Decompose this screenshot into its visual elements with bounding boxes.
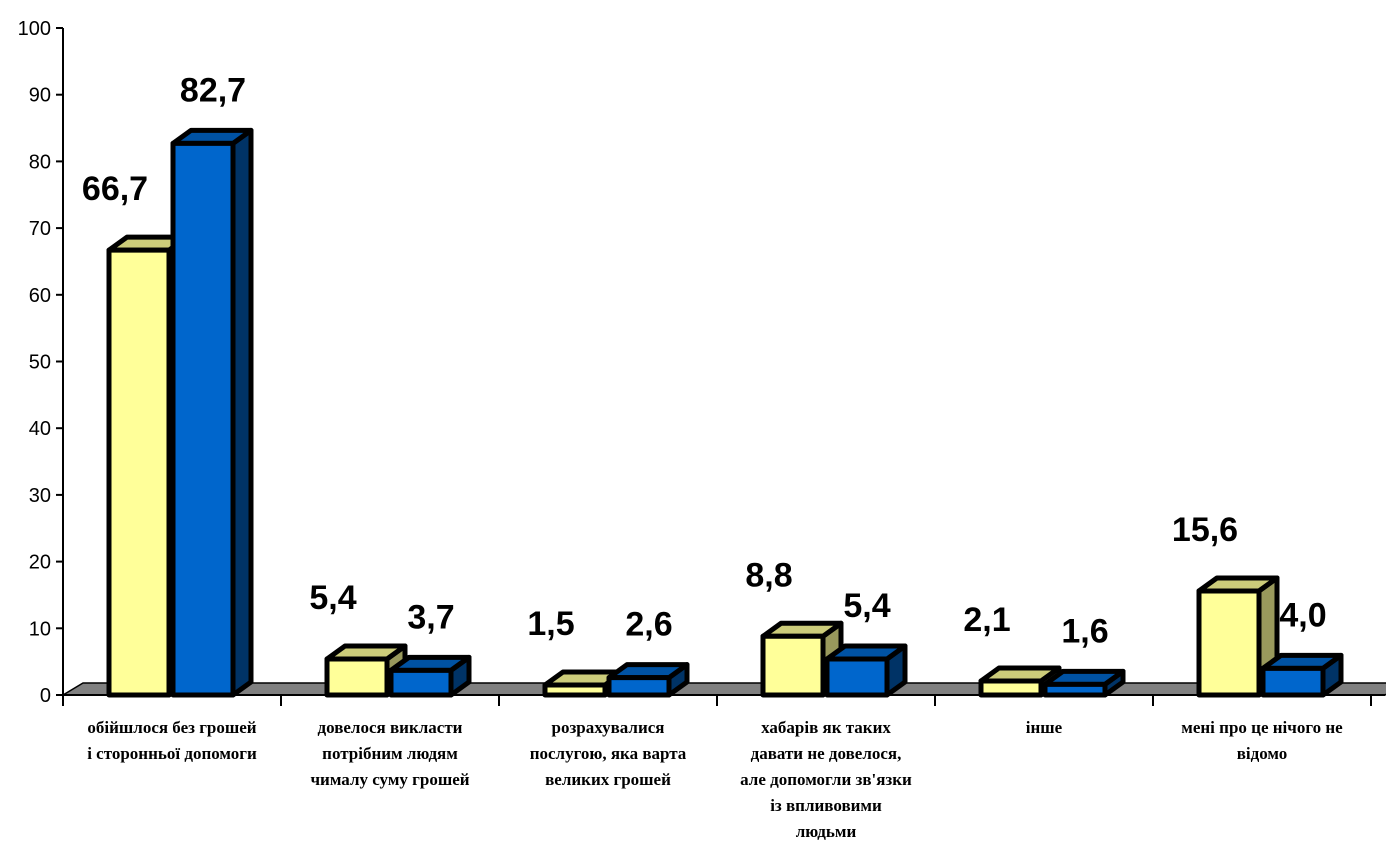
chart-floor-plane <box>60 682 1386 696</box>
data-label-series-2-category-6: 4,0 <box>1279 596 1326 634</box>
bars <box>106 127 1344 698</box>
y-tick-label: 30 <box>29 485 51 507</box>
y-tick-label: 80 <box>29 151 51 173</box>
y-tick-label: 50 <box>29 352 51 374</box>
data-label-series-2-category-2: 3,7 <box>407 598 454 636</box>
y-tick-label: 0 <box>40 685 51 707</box>
data-label-series-2-category-1: 82,7 <box>180 71 246 109</box>
y-tick-label: 60 <box>29 285 51 307</box>
bar-series-2-category-4 <box>824 643 908 698</box>
bar-series-2-category-1 <box>170 127 254 698</box>
y-tick-label: 100 <box>18 18 51 40</box>
bar-series-1-category-6 <box>1196 575 1280 698</box>
data-label-series-1-category-1: 66,7 <box>82 170 148 208</box>
y-axis: 0 10 20 30 40 50 60 70 80 90 100 <box>18 18 64 707</box>
bar-series-2-category-6 <box>1260 652 1344 698</box>
data-label-series-1-category-5: 2,1 <box>963 601 1010 639</box>
data-label-series-1-category-3: 1,5 <box>527 605 574 643</box>
data-label-series-2-category-3: 2,6 <box>625 606 672 644</box>
y-tick-label: 40 <box>29 418 51 440</box>
y-tick-label: 20 <box>29 552 51 574</box>
data-label-series-1-category-6: 15,6 <box>1172 511 1238 549</box>
y-tick-label: 70 <box>29 218 51 240</box>
data-label-series-1-category-2: 5,4 <box>309 579 356 617</box>
category-label-2: довелося викласти потрібним людям чималу с… <box>310 718 469 789</box>
category-label-5: інше <box>1026 718 1063 737</box>
data-label-series-1-category-4: 8,8 <box>745 556 792 594</box>
bar-series-1-category-4 <box>760 620 844 698</box>
x-axis <box>62 694 1385 706</box>
data-labels: 66,7 82,7 5,4 3,7 1,5 2,6 8,8 5,4 2,1 1,6 15,6 4,0 <box>82 71 1327 650</box>
chart-floor <box>60 682 1386 696</box>
data-label-series-2-category-4: 5,4 <box>843 587 890 625</box>
bar-series-2-category-5 <box>1042 668 1126 698</box>
y-tick-label: 10 <box>29 618 51 640</box>
bar-series-2-category-3 <box>606 662 690 698</box>
bar-series-2-category-2 <box>388 654 472 698</box>
category-label-6: мені про це нічого не відомо <box>1181 718 1343 763</box>
y-tick-label: 90 <box>29 85 51 107</box>
category-labels: обійшлося без грошей і сторонньої допомог… <box>87 718 1343 841</box>
category-label-1: обійшлося без грошей і сторонньої допомог… <box>87 718 257 763</box>
category-label-4: хабарів як таких давати не довелося, але д… <box>740 718 912 841</box>
category-label-3: розрахувалися послугою, яка варта великих … <box>530 718 687 789</box>
data-label-series-2-category-5: 1,6 <box>1061 612 1108 650</box>
